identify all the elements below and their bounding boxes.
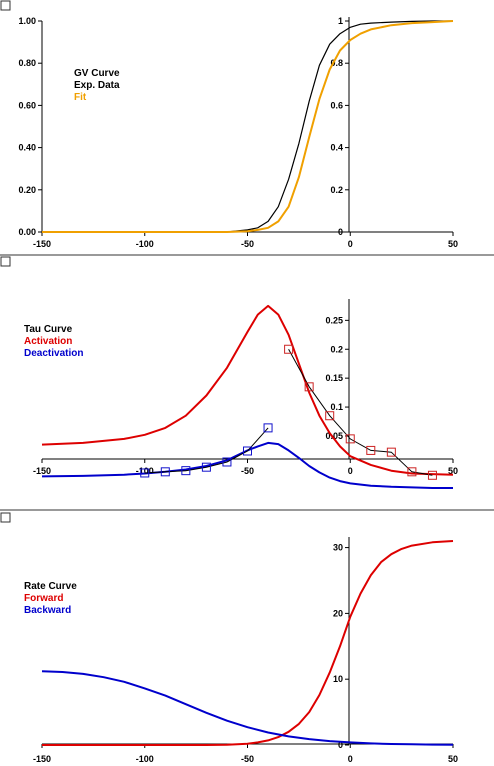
- x-tick-label: -100: [136, 466, 154, 476]
- y-tick-label-right: 0: [338, 740, 343, 750]
- legend-rate-backward: Backward: [24, 605, 71, 616]
- legend-rate-title: Rate Curve: [24, 581, 77, 592]
- data-point-marker: [222, 457, 232, 467]
- series-line-deactivation-data: [144, 427, 269, 474]
- series-line-activation: [41, 304, 454, 476]
- series-line-activation-data: [288, 349, 433, 476]
- y-tick-label-left: 1.00: [18, 16, 36, 26]
- x-tick-label: 50: [448, 754, 458, 764]
- series-line-forward: [42, 540, 454, 746]
- y-tick-label-right: 0.2: [330, 344, 343, 354]
- y-tick-label-right: 0.2: [330, 185, 343, 195]
- data-point-marker: [304, 382, 314, 392]
- y-tick-label-left: 0.80: [18, 58, 36, 68]
- y-tick-label-right: 0.15: [325, 373, 343, 383]
- data-point-marker: [140, 468, 150, 478]
- data-point-marker: [201, 462, 211, 472]
- y-tick-label-right: 0.25: [325, 315, 343, 325]
- data-point-marker: [427, 470, 437, 480]
- x-tick-label: -150: [33, 754, 51, 764]
- legend-rate-forward: Forward: [24, 593, 63, 604]
- y-tick-label-right: 0.6: [330, 100, 343, 110]
- x-tick-label: 0: [348, 239, 353, 249]
- x-tick-label: -100: [136, 239, 154, 249]
- x-tick-label: -50: [241, 466, 254, 476]
- data-point-marker: [181, 466, 191, 476]
- x-tick-label: -50: [241, 239, 254, 249]
- data-point-marker: [366, 445, 376, 455]
- x-tick-label: 50: [448, 466, 458, 476]
- y-tick-label-right: 0: [338, 227, 343, 237]
- x-tick-label: 50: [448, 239, 458, 249]
- y-tick-label-left: 0.60: [18, 100, 36, 110]
- data-point-marker: [325, 411, 335, 421]
- y-tick-label-left: 0.00: [18, 227, 36, 237]
- x-tick-label: 0: [348, 466, 353, 476]
- x-tick-label: -100: [136, 754, 154, 764]
- y-tick-label-left: 0.20: [18, 185, 36, 195]
- y-tick-label-right: 0.4: [330, 143, 343, 153]
- y-tick-label-right: 10: [333, 674, 343, 684]
- data-point-marker: [345, 434, 355, 444]
- series-line-exp-data: [42, 20, 453, 233]
- data-point-marker: [386, 447, 396, 457]
- legend-tau-title: Tau Curve: [24, 324, 73, 335]
- series-line-backward: [41, 670, 454, 746]
- data-point-marker: [160, 467, 170, 477]
- data-point-marker: [263, 423, 273, 433]
- panel3-checkbox[interactable]: [0, 512, 11, 523]
- x-tick-label: -50: [241, 754, 254, 764]
- y-tick-label-right: 20: [333, 608, 343, 618]
- x-tick-label: -150: [33, 466, 51, 476]
- panel1-checkbox[interactable]: [0, 0, 11, 11]
- data-point-marker: [407, 467, 417, 477]
- y-tick-label-right: 30: [333, 543, 343, 553]
- data-point-marker: [243, 446, 252, 456]
- x-tick-label: 0: [348, 754, 353, 764]
- y-tick-label-right: 1: [338, 16, 343, 26]
- legend-gv-exp: Exp. Data: [74, 80, 120, 91]
- y-tick-label-left: 0.40: [18, 143, 36, 153]
- legend-gv-title: GV Curve: [74, 68, 120, 79]
- y-tick-label-right: 0.05: [325, 431, 343, 441]
- panel2-checkbox[interactable]: [0, 256, 11, 267]
- x-tick-label: -150: [33, 239, 51, 249]
- legend-gv-fit: Fit: [74, 92, 87, 103]
- data-point-marker: [284, 344, 294, 354]
- y-tick-label-right: 0.8: [330, 58, 343, 68]
- legend-tau-deactivation: Deactivation: [24, 348, 83, 359]
- y-tick-label-right: 0.1: [330, 402, 343, 412]
- series-line-fit: [42, 20, 454, 233]
- legend-tau-activation: Activation: [24, 336, 72, 347]
